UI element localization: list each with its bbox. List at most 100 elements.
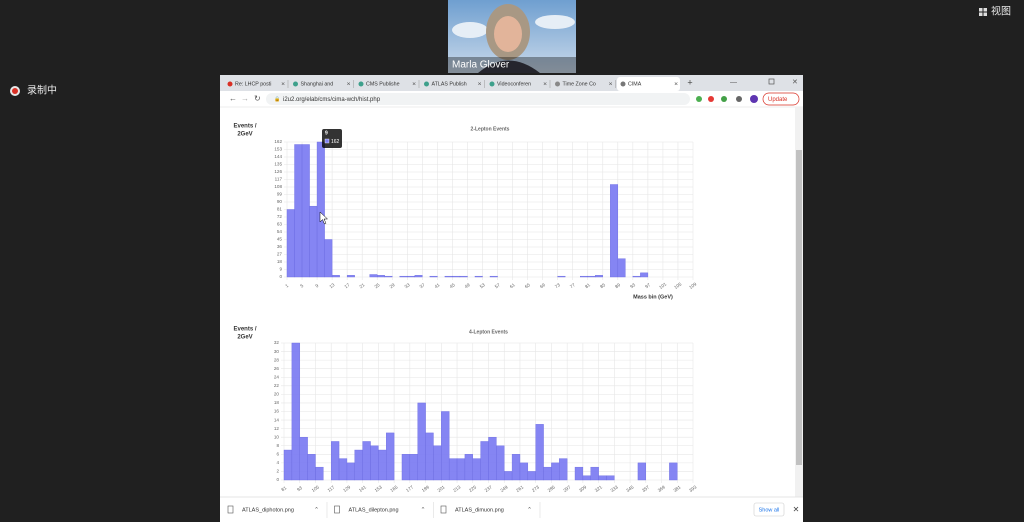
bar [543,466,552,481]
ext-icon[interactable] [736,96,742,102]
tooltip [322,129,342,148]
bar [384,275,393,278]
y-tick-label: 54 [277,229,283,234]
favicon [489,81,495,87]
name-bar [448,57,576,73]
profile[interactable] [750,95,758,103]
bar [291,342,300,481]
tab-close[interactable]: ✕ [281,81,285,87]
address-bar[interactable] [266,93,690,105]
bar [299,436,308,481]
bar [316,141,325,278]
minimize[interactable]: — [730,79,737,86]
chart-title: 2-Lepton Events [471,126,510,132]
bar [283,449,293,481]
tab[interactable] [551,77,615,91]
bar [488,436,497,481]
tab-close[interactable]: ✕ [543,81,547,87]
view-icon[interactable] [979,8,987,16]
x-tick-label: 53 [479,282,486,289]
y-tick-label: 9 [279,267,282,272]
bar [535,424,544,481]
x-tick-label: 213 [452,484,462,493]
tab-title[interactable]: CMS Publishe [366,81,400,87]
tab-title[interactable]: ATLAS Publish [432,81,467,87]
close-window[interactable]: ✕ [792,79,798,86]
tab-title[interactable]: Re: LHCP posti [235,81,271,87]
bar [610,184,619,278]
x-tick-label: 273 [531,484,541,493]
face [494,16,522,52]
bar [425,432,434,481]
tab-close[interactable]: ✕ [478,81,482,87]
maximize[interactable] [768,78,775,85]
active-tab[interactable] [617,77,680,91]
record-dot [12,88,18,94]
tab-close[interactable]: ✕ [674,81,678,87]
url[interactable]: i2u2.org/elab/cms/cima-wch/hist.php [283,97,381,103]
tab[interactable] [420,77,484,91]
tab-close[interactable]: ✕ [412,81,416,87]
download-menu[interactable]: ⌃ [527,507,532,514]
y-tick-label: 2 [276,469,279,474]
download-file[interactable]: ATLAS_diphoton.png [242,507,294,513]
download-file[interactable]: ATLAS_dilepton.png [349,507,399,513]
bar [444,275,453,278]
tab-title[interactable]: Time Zone Co [563,81,596,87]
back[interactable]: ← [229,94,237,103]
x-tick-label: 33 [404,282,411,289]
ext-icon[interactable] [696,96,702,102]
bar [338,458,348,481]
chart-title: 4-Lepton Events [469,329,508,335]
x-tick-label: 109 [688,281,698,290]
new-tab[interactable]: + [687,77,692,87]
bar [409,454,418,481]
close-downloads[interactable]: ✕ [793,505,800,514]
bar [598,475,607,481]
ext-icon[interactable] [708,96,714,102]
ext-icon[interactable] [721,96,727,102]
y-tick-label: 36 [277,244,283,249]
download-menu[interactable]: ⌃ [421,507,426,514]
x-tick-label: 101 [658,281,668,290]
tab[interactable] [224,77,287,91]
x-tick-label: 393 [688,484,698,493]
scroll-thumb[interactable] [796,150,802,465]
bar [307,454,316,481]
x-tick-label: 153 [374,484,384,493]
show-all-button[interactable] [753,502,785,517]
tab-close[interactable]: ✕ [609,81,613,87]
download-file[interactable]: ATLAS_dimuon.png [455,507,504,513]
tab-title[interactable]: CIMA [628,81,642,87]
x-tick-label: 321 [594,484,604,493]
x-tick-label: 61 [509,282,516,289]
x-tick-label: 165 [389,484,399,493]
download-menu[interactable]: ⌃ [314,507,319,514]
favicon [293,81,298,87]
reload[interactable]: ↻ [254,94,261,103]
bar [590,466,599,481]
y-tick-label: 99 [277,192,283,197]
forward[interactable]: → [241,94,249,103]
tab[interactable] [289,77,353,91]
update-button[interactable] [762,92,800,106]
y-tick-label: 8 [276,443,279,448]
tab-title[interactable]: Videoconferen [497,81,531,87]
bar [407,275,416,278]
show-all[interactable]: Show all [759,507,780,513]
y-axis-label: Events / [233,124,256,130]
bar [472,458,481,481]
x-tick-label: 45 [449,282,456,289]
bar [429,275,438,278]
tab-title[interactable]: Shanghai and [301,81,334,87]
tab[interactable] [486,77,549,91]
bar [378,449,387,481]
tab[interactable] [355,77,418,91]
view-button[interactable]: 视图 [991,5,1011,18]
update-label[interactable]: Update [768,97,788,103]
tab-close[interactable]: ✕ [347,81,351,87]
bar [309,205,318,278]
x-tick-label: 357 [641,484,651,493]
x-axis-label: Mass bin (GeV) [633,294,673,300]
